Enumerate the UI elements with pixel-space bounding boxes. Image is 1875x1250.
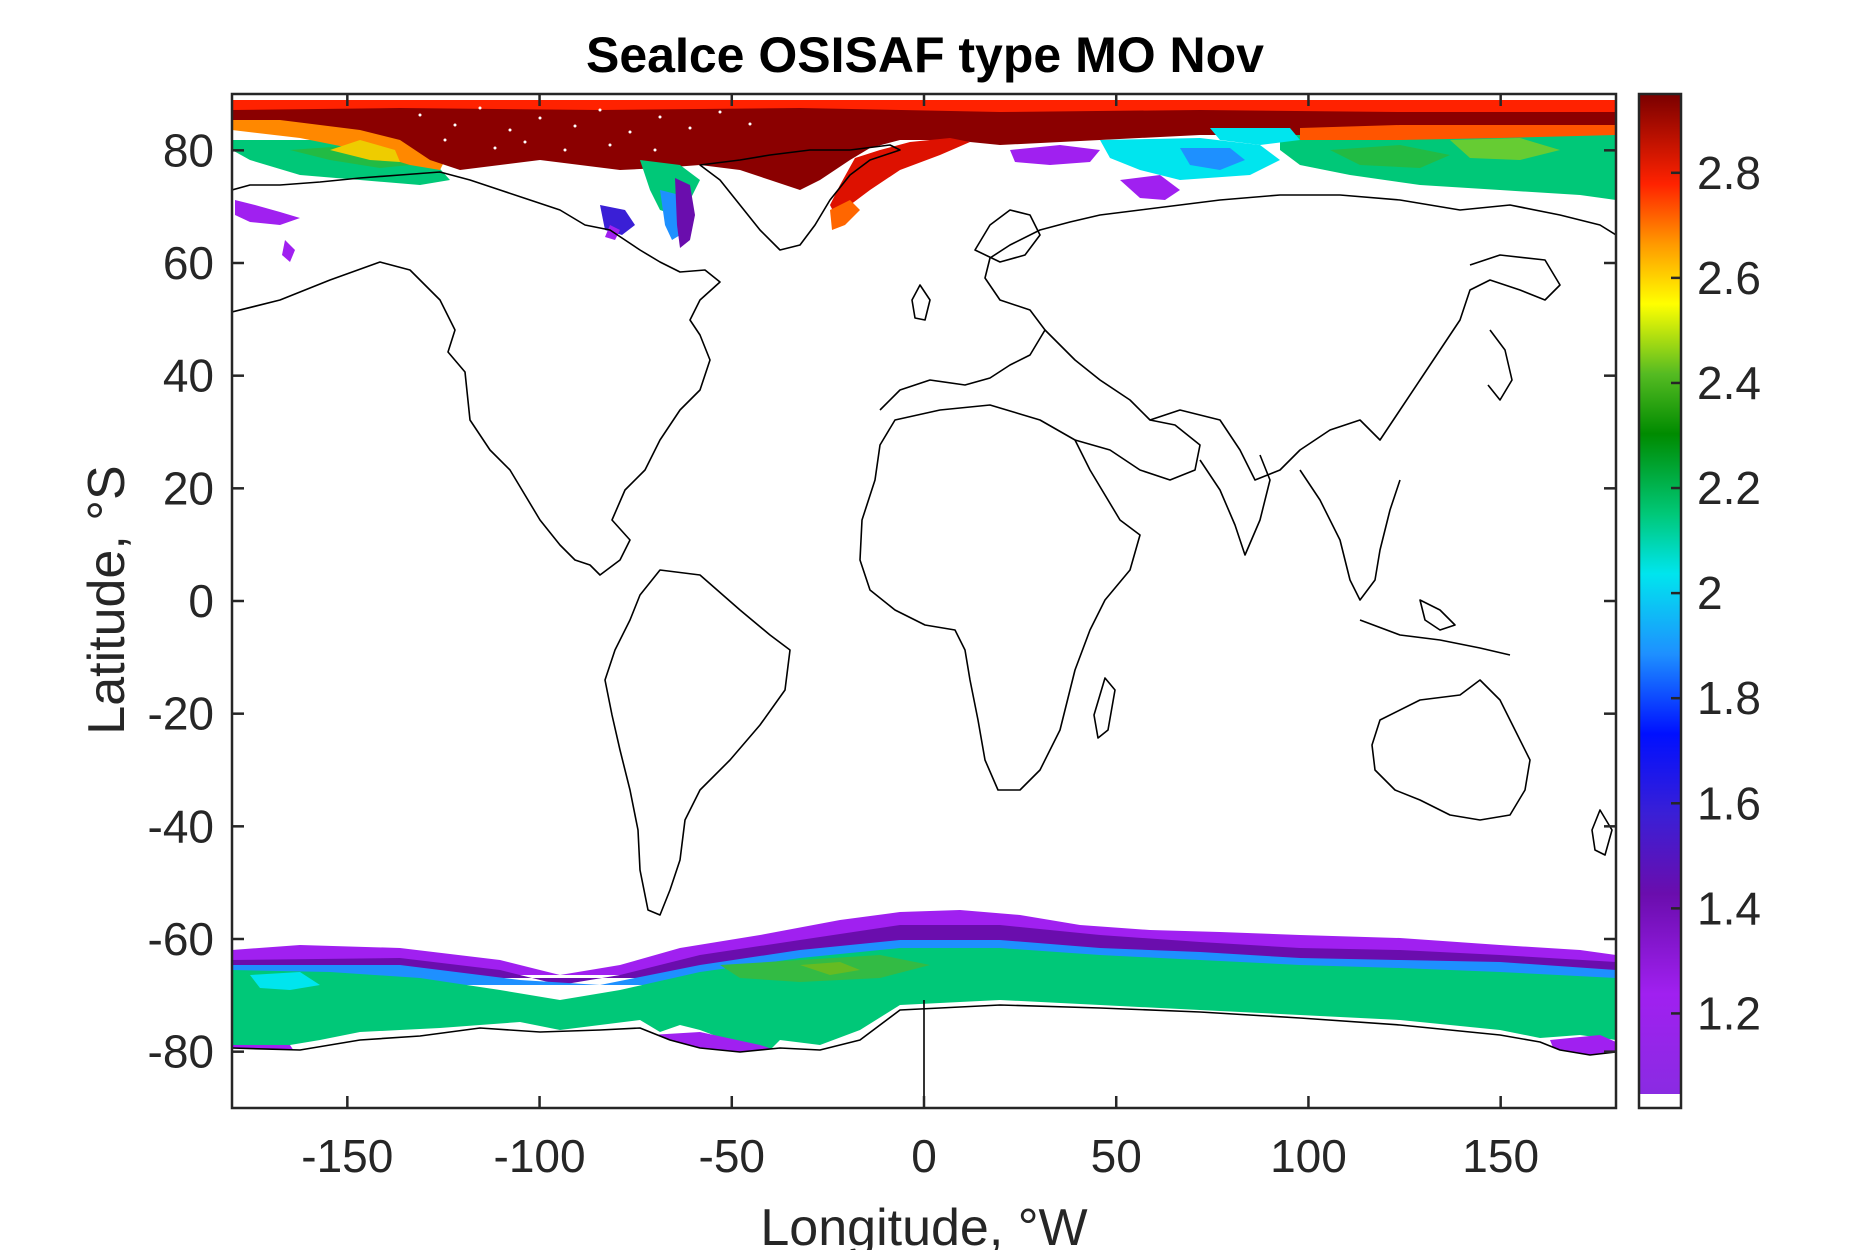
y-tick-label: -80 — [148, 1026, 214, 1078]
colorbar-tick-label: 1.8 — [1697, 672, 1761, 724]
y-axis-ticks: -80 -60 -40 -20 0 20 40 60 80 — [148, 124, 1616, 1078]
coastlines — [232, 144, 1616, 1108]
y-tick-label: -40 — [148, 800, 214, 852]
colorbar-frame — [1637, 92, 1683, 1110]
colorbar-tick-label: 1.6 — [1697, 777, 1761, 829]
colorbar-tick-label: 2.2 — [1697, 462, 1761, 514]
colorbar-tick-label: 2.4 — [1697, 357, 1761, 409]
map-plot-area — [232, 94, 1616, 1108]
y-axis-label: Latitude, °S — [78, 465, 136, 734]
colorbar-tick-label: 2.8 — [1697, 147, 1761, 199]
y-tick-label: -60 — [148, 913, 214, 965]
x-axis-ticks: -150 -100 -50 0 50 100 150 — [301, 94, 1539, 1182]
y-tick-label: 40 — [163, 350, 214, 402]
y-tick-label: 60 — [163, 237, 214, 289]
y-tick-label: -20 — [148, 688, 214, 740]
x-tick-label: -150 — [301, 1130, 393, 1182]
colorbar-nodata-swatch — [1639, 1094, 1681, 1108]
chart-title: SeaIce OSISAF type MO Nov — [586, 27, 1264, 83]
colorbar-ticks: 1.2 1.4 1.6 1.8 2 2.2 2.4 2.6 2.8 — [1671, 147, 1761, 1039]
y-tick-label: 20 — [163, 462, 214, 514]
x-tick-label: 150 — [1462, 1130, 1539, 1182]
colorbar-tick-label: 2 — [1697, 567, 1723, 619]
x-tick-label: 50 — [1091, 1130, 1142, 1182]
x-axis-label: Longitude, °W — [760, 1199, 1087, 1250]
y-tick-label: 0 — [188, 575, 214, 627]
colorbar-tick-label: 2.6 — [1697, 252, 1761, 304]
x-tick-label: -50 — [699, 1130, 765, 1182]
y-tick-label: 80 — [163, 124, 214, 176]
colorbar: 1.2 1.4 1.6 1.8 2 2.2 2.4 2.6 2.8 — [1637, 92, 1761, 1110]
x-tick-label: 100 — [1270, 1130, 1347, 1182]
colorbar-tick-label: 1.4 — [1697, 882, 1761, 934]
x-tick-label: 0 — [911, 1130, 937, 1182]
colorbar-tick-label: 1.2 — [1697, 987, 1761, 1039]
x-tick-label: -100 — [494, 1130, 586, 1182]
